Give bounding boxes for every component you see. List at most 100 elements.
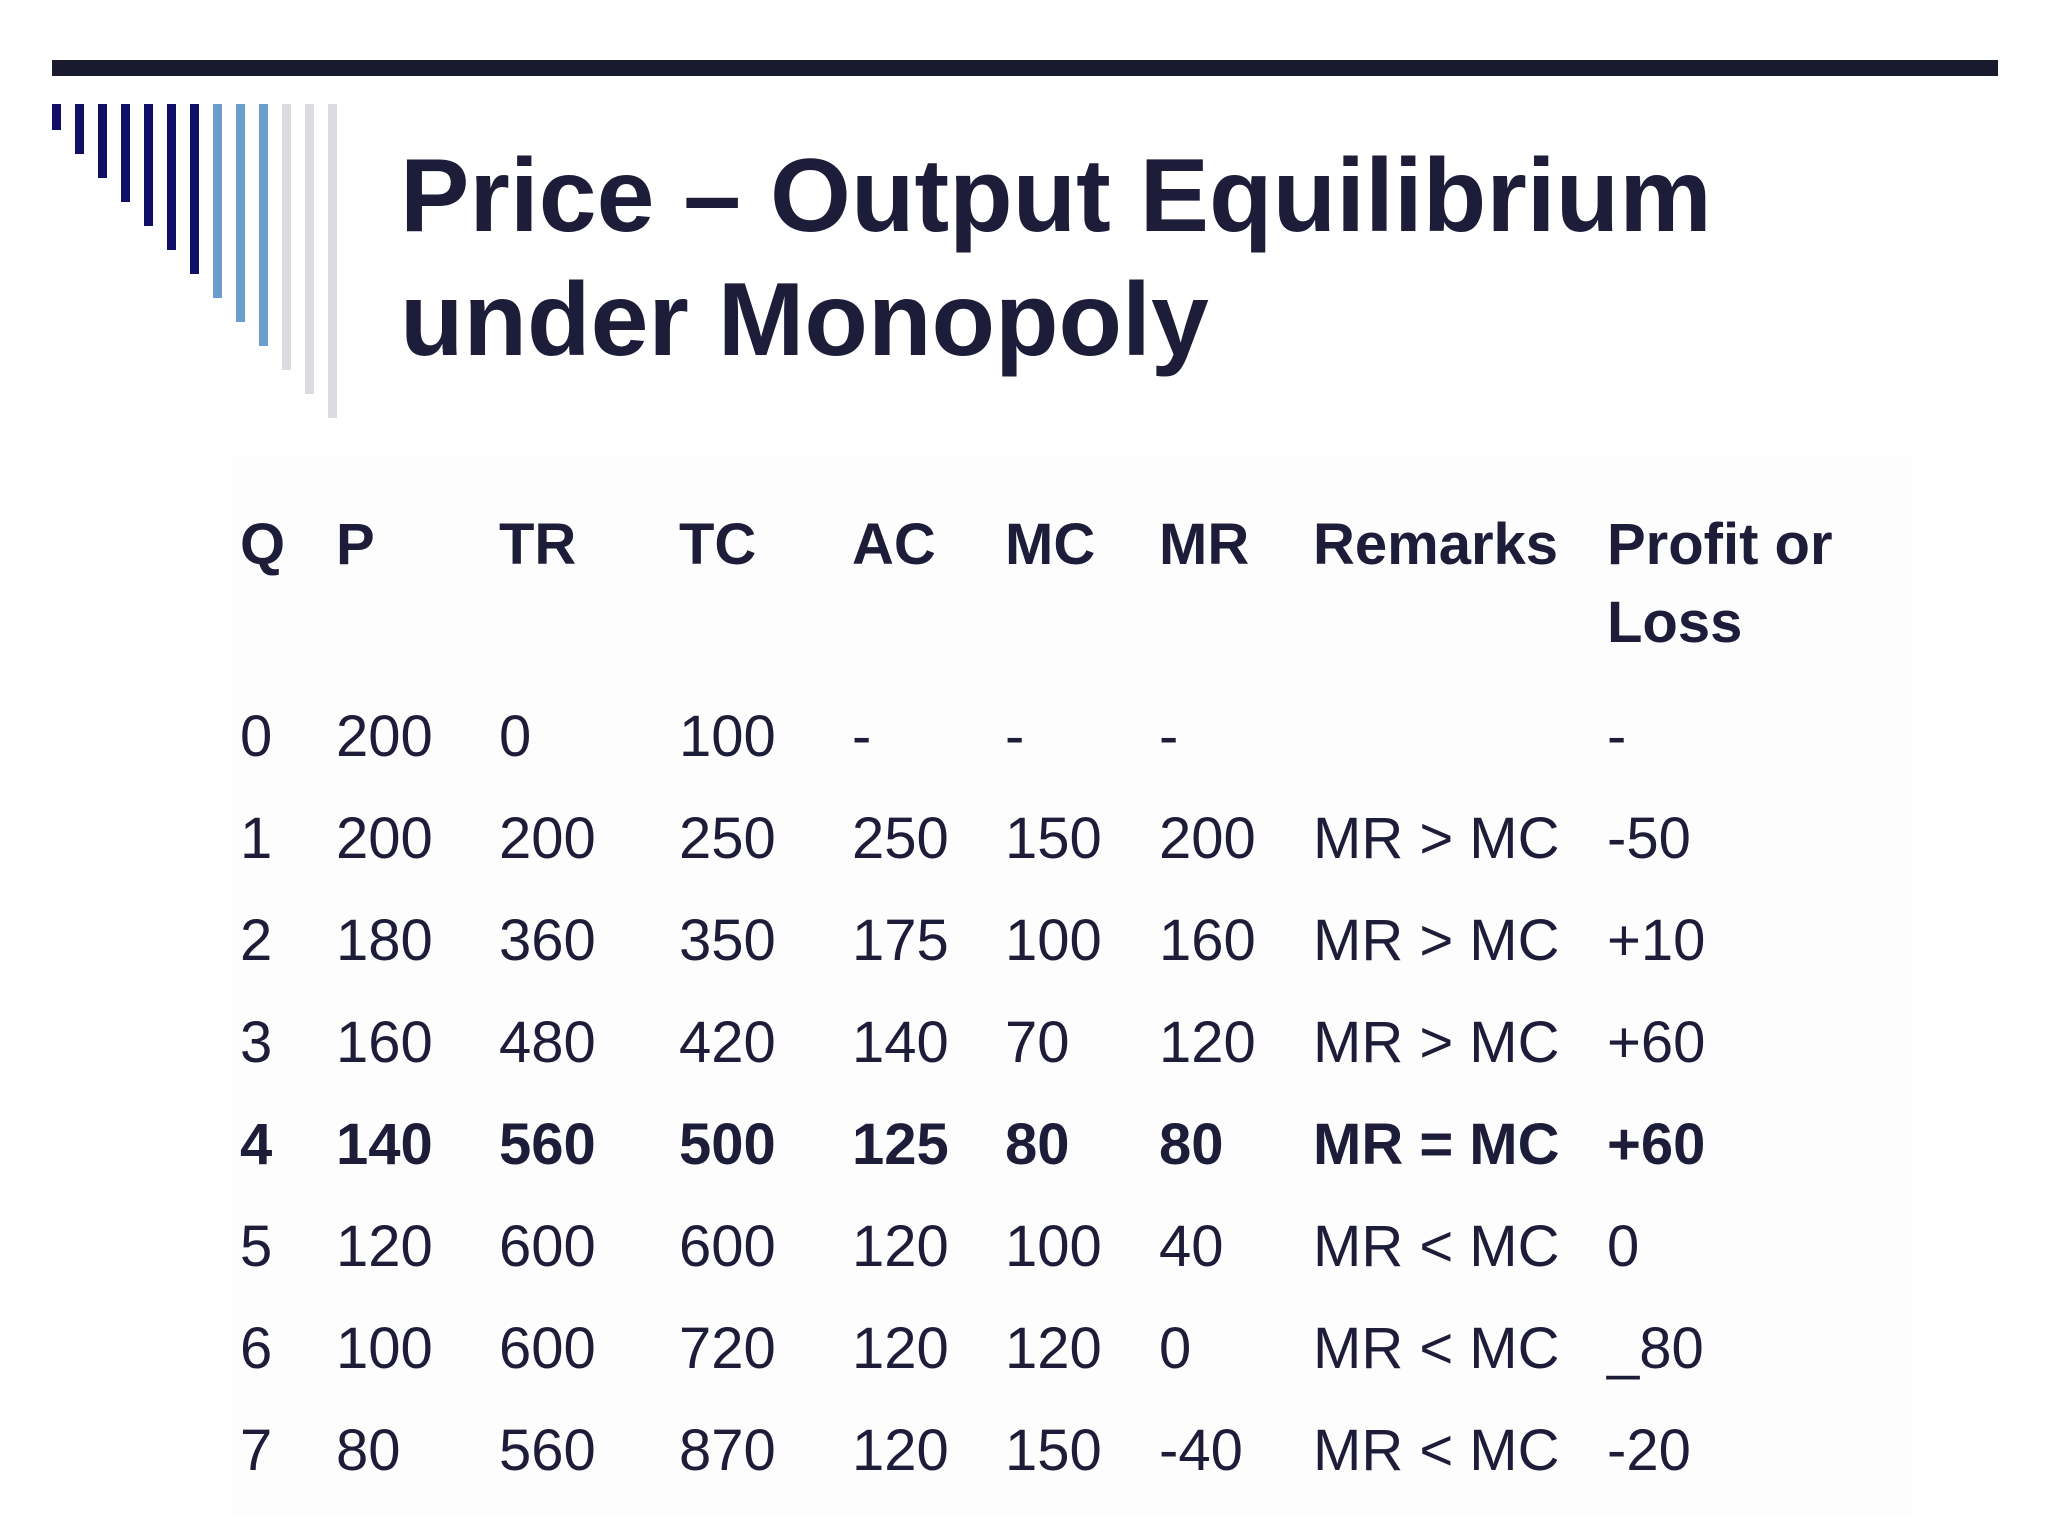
stripe — [236, 104, 245, 322]
content-panel — [232, 456, 1912, 1516]
stripe — [328, 104, 337, 418]
header-remarks: Remarks — [1313, 512, 1559, 577]
stripe — [259, 104, 268, 346]
cell-mr: 120 — [1159, 1010, 1256, 1075]
cell-ac: 120 — [852, 1214, 949, 1279]
cell-q: 2 — [240, 908, 273, 973]
table-row: 5 120 600 600 120 100 40 MR < MC 0 — [240, 1196, 1857, 1298]
cell-ac: 120 — [852, 1418, 949, 1483]
cell-p: 200 — [336, 806, 433, 871]
cell-q: 4 — [240, 1112, 273, 1177]
cell-remarks: MR > MC — [1313, 908, 1560, 973]
stripe-decoration — [52, 104, 352, 424]
stripe — [75, 104, 84, 154]
cell-p: 120 — [336, 1214, 433, 1279]
cell-q: 6 — [240, 1316, 273, 1381]
cell-mr: 200 — [1159, 806, 1256, 871]
cell-mc: - — [1005, 704, 1025, 769]
cell-tr: 0 — [499, 704, 532, 769]
cell-profit-or-loss: -20 — [1607, 1418, 1691, 1483]
cell-tc: 600 — [679, 1214, 776, 1279]
table-row: 4 140 560 500 125 80 80 MR = MC +60 — [240, 1094, 1857, 1196]
cell-q: 7 — [240, 1418, 273, 1483]
stripe — [144, 104, 153, 226]
header-p: P — [336, 512, 375, 577]
cell-q: 5 — [240, 1214, 273, 1279]
header-profit-or-loss: Profit or Loss — [1607, 512, 1833, 655]
stripe — [98, 104, 107, 178]
table-header: Q P TR TC AC MC MR Remarks Profit or Los… — [240, 506, 1857, 686]
header-tc: TC — [679, 512, 757, 577]
stripe — [213, 104, 222, 298]
cell-profit-or-loss: - — [1607, 704, 1627, 769]
cell-tr: 560 — [499, 1112, 596, 1177]
cell-ac: - — [852, 704, 872, 769]
header-q: Q — [240, 512, 286, 577]
cell-profit-or-loss: _80 — [1607, 1316, 1704, 1381]
cell-profit-or-loss: 0 — [1607, 1214, 1640, 1279]
cell-mr: -40 — [1159, 1418, 1243, 1483]
cell-mc: 100 — [1005, 1214, 1102, 1279]
cell-remarks — [1313, 686, 1607, 788]
header-tr: TR — [499, 512, 577, 577]
cell-tr: 480 — [499, 1010, 596, 1075]
table-row: 1 200 200 250 250 150 200 MR > MC -50 — [240, 788, 1857, 890]
cell-tr: 560 — [499, 1418, 596, 1483]
cell-ac: 250 — [852, 806, 949, 871]
cell-mr: 80 — [1159, 1112, 1224, 1177]
cell-q: 1 — [240, 806, 273, 871]
cell-mr: 160 — [1159, 908, 1256, 973]
cell-tr: 360 — [499, 908, 596, 973]
cell-profit-or-loss: -50 — [1607, 806, 1691, 871]
slide-title: Price – Output Equilibrium under Monopol… — [400, 138, 1712, 378]
top-rule — [52, 60, 1998, 76]
cell-remarks: MR > MC — [1313, 1010, 1560, 1075]
cell-p: 160 — [336, 1010, 433, 1075]
header-mr: MR — [1159, 512, 1250, 577]
cell-profit-or-loss: +60 — [1607, 1112, 1706, 1177]
cell-mc: 80 — [1005, 1112, 1070, 1177]
cell-p: 140 — [336, 1112, 433, 1177]
cell-remarks: MR < MC — [1313, 1214, 1560, 1279]
cell-p: 200 — [336, 704, 433, 769]
stripe — [52, 104, 61, 130]
equilibrium-table: Q P TR TC AC MC MR Remarks Profit or Los… — [240, 506, 1857, 1502]
table-row: 2 180 360 350 175 100 160 MR > MC +10 — [240, 890, 1857, 992]
cell-mc: 100 — [1005, 908, 1102, 973]
cell-tc: 870 — [679, 1418, 776, 1483]
cell-remarks: MR < MC — [1313, 1418, 1560, 1483]
cell-mc: 150 — [1005, 1418, 1102, 1483]
cell-tc: 250 — [679, 806, 776, 871]
cell-mr: 40 — [1159, 1214, 1224, 1279]
cell-p: 100 — [336, 1316, 433, 1381]
table-row: 0 200 0 100 - - - - — [240, 686, 1857, 788]
cell-tc: 350 — [679, 908, 776, 973]
cell-profit-or-loss: +60 — [1607, 1010, 1706, 1075]
cell-tr: 600 — [499, 1214, 596, 1279]
cell-mr: 0 — [1159, 1316, 1192, 1381]
table-row: 3 160 480 420 140 70 120 MR > MC +60 — [240, 992, 1857, 1094]
cell-tr: 200 — [499, 806, 596, 871]
cell-ac: 175 — [852, 908, 949, 973]
table-row: 6 100 600 720 120 120 0 MR < MC _80 — [240, 1298, 1857, 1400]
cell-q: 0 — [240, 704, 273, 769]
cell-tc: 420 — [679, 1010, 776, 1075]
stripe — [305, 104, 314, 394]
header-ac: AC — [852, 512, 936, 577]
cell-q: 3 — [240, 1010, 273, 1075]
header-mc: MC — [1005, 512, 1096, 577]
cell-tr: 600 — [499, 1316, 596, 1381]
cell-tc: 500 — [679, 1112, 776, 1177]
stripe — [282, 104, 291, 370]
table-row: 7 80 560 870 120 150 -40 MR < MC -20 — [240, 1400, 1857, 1502]
cell-remarks: MR = MC — [1313, 1112, 1560, 1177]
cell-mc: 70 — [1005, 1010, 1070, 1075]
table-body: 0 200 0 100- - - -1 200 200 250 250 150 200 MR > MC -5… — [240, 686, 1857, 1502]
cell-profit-or-loss: +10 — [1607, 908, 1706, 973]
cell-ac: 125 — [852, 1112, 949, 1177]
cell-p: 180 — [336, 908, 433, 973]
cell-mc: 150 — [1005, 806, 1102, 871]
cell-tc: 720 — [679, 1316, 776, 1381]
cell-remarks: MR > MC — [1313, 806, 1560, 871]
cell-ac: 120 — [852, 1316, 949, 1381]
